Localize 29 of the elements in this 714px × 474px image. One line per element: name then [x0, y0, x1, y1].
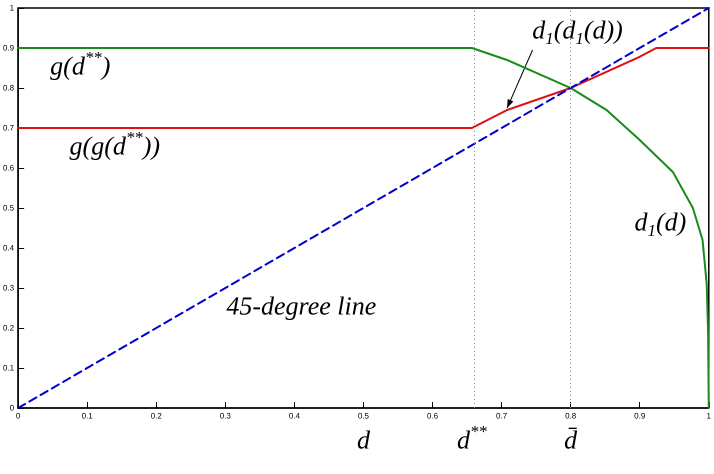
annotation: g(d**)	[50, 48, 110, 80]
x-tick-label: 0.2	[150, 412, 162, 420]
y-tick-label: 1	[10, 4, 15, 12]
ref-line-label: d̄	[564, 426, 578, 454]
y-tick-label: 0.3	[2, 284, 15, 292]
y-tick-label: 0.8	[2, 84, 15, 92]
x-tick-label: 0.8	[565, 412, 577, 420]
x-axis-title: d	[356, 426, 371, 454]
x-tick-label: 0	[16, 412, 21, 420]
y-tick-label: 0.5	[2, 204, 15, 212]
x-tick-label: 0.7	[496, 412, 508, 420]
x-tick-label: 0.4	[288, 412, 300, 420]
annotation: g(g(d**))	[70, 128, 160, 160]
y-tick-label: 0	[10, 404, 15, 412]
y-tick-label: 0.7	[2, 124, 15, 132]
x-tick-label: 0.5	[358, 412, 370, 420]
x-tick-label: 0.3	[220, 412, 232, 420]
x-tick-label: 0.9	[634, 412, 646, 420]
y-tick-label: 0.2	[2, 324, 15, 332]
y-tick-label: 0.6	[2, 164, 15, 172]
annotation: 45-degree line	[226, 292, 376, 320]
x-tick-label: 0.6	[426, 412, 439, 420]
ref-line-label: d**	[456, 422, 488, 454]
x-tick-label: 0.1	[82, 412, 94, 420]
y-tick-label: 0.4	[2, 244, 15, 252]
x-tick-label: 1	[706, 412, 712, 420]
line-series	[17, 47, 710, 129]
y-tick-label: 0.9	[2, 44, 15, 52]
y-tick-label: 0.1	[2, 364, 15, 372]
